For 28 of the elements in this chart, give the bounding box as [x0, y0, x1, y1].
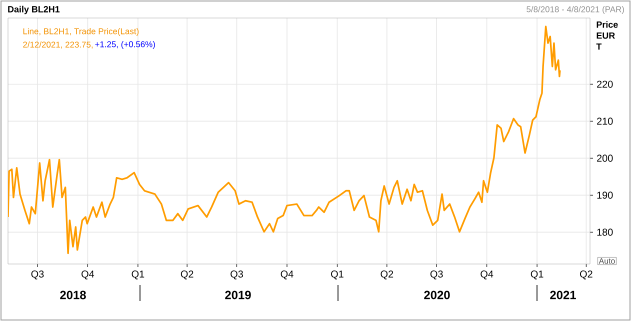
- text: 2020: [424, 290, 450, 300]
- x-tick-label: Q4: [280, 270, 294, 280]
- x-tick-label: Q3: [31, 270, 44, 280]
- y-tick-label: 220: [597, 80, 613, 88]
- x-tick-label: Q1: [530, 270, 544, 280]
- text: 2018: [60, 290, 86, 300]
- x-tick-label: Q4: [480, 270, 494, 280]
- x-tick-label: Q4: [82, 270, 94, 280]
- x-tick-label: Q1: [132, 270, 144, 280]
- x-tick-label: Q2: [180, 270, 194, 280]
- chart-subtitle: 5/8/2018 - 4/8/2021 (PAR): [526, 6, 624, 14]
- text: 2019: [225, 290, 251, 300]
- x-tick-label: Q2: [380, 270, 394, 280]
- y-tick-label: 210: [597, 118, 613, 125]
- annotation: +1.25, (+0.56%): [95, 41, 155, 49]
- y-tick-label: 200: [597, 154, 613, 162]
- x-tick-label: Q1: [331, 270, 344, 280]
- x-tick-label: Q2: [580, 270, 592, 280]
- y-tick-label: 180: [597, 228, 613, 236]
- x-tick-label: Q3: [430, 270, 443, 280]
- y-axis-title: Price EUR T: [596, 21, 618, 50]
- annotation: Line, BL2H1, Trade Price(Last): [23, 28, 139, 36]
- line-series: [8, 26, 561, 254]
- annotation: 2/12/2021, 223.75,: [23, 41, 93, 49]
- text: 2021: [550, 290, 576, 300]
- x-tick-label: Q3: [230, 270, 243, 280]
- y-tick-label: 190: [597, 192, 613, 199]
- chart-title: Daily BL2H1: [8, 6, 60, 14]
